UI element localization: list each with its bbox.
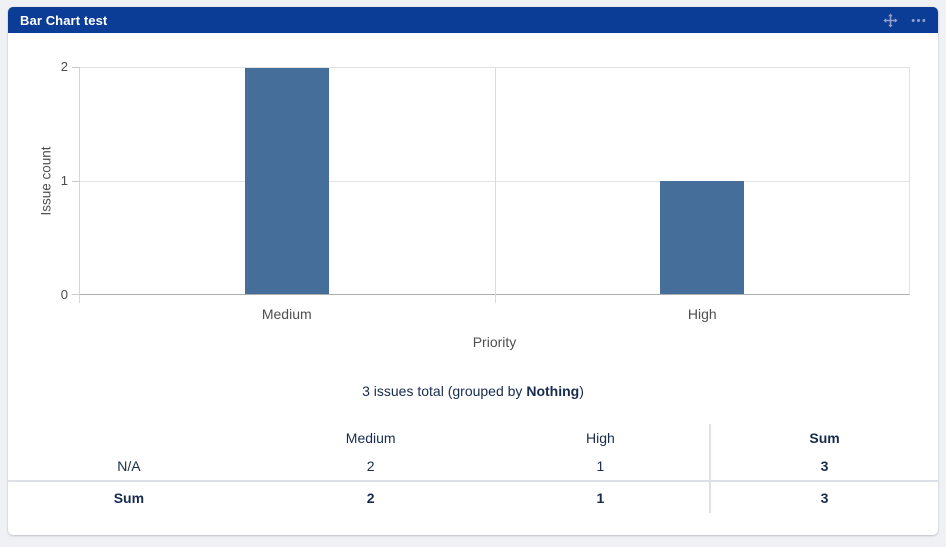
y-tick-label-0: 0: [60, 287, 68, 302]
bar-chart: 2 1 0 Issue count Medium High: [8, 33, 938, 363]
cell-high: 1: [596, 489, 605, 506]
bar-high[interactable]: [659, 181, 744, 294]
gadget-header: Bar Chart test: [8, 7, 938, 33]
gadget-body: 2 1 0 Issue count Medium High: [8, 33, 938, 513]
row-label: N/A: [117, 458, 141, 474]
gadget-card: Bar Chart test: [8, 7, 938, 535]
category-separator-line: [494, 68, 496, 303]
table-header-high: High: [585, 430, 615, 446]
move-icon[interactable]: [883, 12, 898, 28]
table-header-empty: [8, 424, 250, 452]
more-options-icon[interactable]: [911, 18, 926, 23]
summary-prefix: 3 issues total (grouped by: [362, 383, 527, 399]
gadget-header-actions: [883, 12, 926, 28]
cell-sum: 3: [709, 452, 938, 481]
cell-medium: 2: [366, 489, 375, 506]
cell-sum: 3: [709, 481, 938, 513]
summary-suffix: ): [579, 383, 584, 399]
y-axis-extension: [79, 294, 80, 303]
table-header-row: Medium High Sum: [8, 424, 938, 452]
summary-table: Medium High Sum N/A 2 1 3 Sum 2: [8, 424, 938, 513]
cell-high: 1: [596, 458, 605, 474]
summary-text: 3 issues total (grouped by Nothing): [8, 381, 938, 401]
y-tickmark-1: [72, 181, 80, 182]
x-axis-title: Priority: [472, 334, 517, 350]
table-header-sum: Sum: [709, 424, 938, 452]
table-row: N/A 2 1 3: [8, 452, 938, 481]
table-row: Sum 2 1 3: [8, 481, 938, 513]
y-tickmark-0: [72, 294, 80, 295]
gadget-title: Bar Chart test: [20, 12, 108, 28]
summary-group-by: Nothing: [526, 383, 580, 399]
y-tick-label-2: 2: [60, 59, 68, 74]
x-axis-labels: Medium High Priority: [79, 306, 910, 362]
table-header-medium: Medium: [345, 430, 396, 446]
y-tick-label-1: 1: [60, 173, 68, 188]
plot-area: [72, 67, 910, 303]
bar-medium[interactable]: [245, 68, 330, 294]
y-axis-title: Issue count: [38, 146, 54, 216]
x-label-high: High: [687, 306, 717, 322]
row-label: Sum: [113, 489, 145, 506]
y-tickmark-2: [72, 67, 80, 68]
cell-medium: 2: [366, 458, 375, 474]
x-label-medium: Medium: [261, 306, 312, 322]
